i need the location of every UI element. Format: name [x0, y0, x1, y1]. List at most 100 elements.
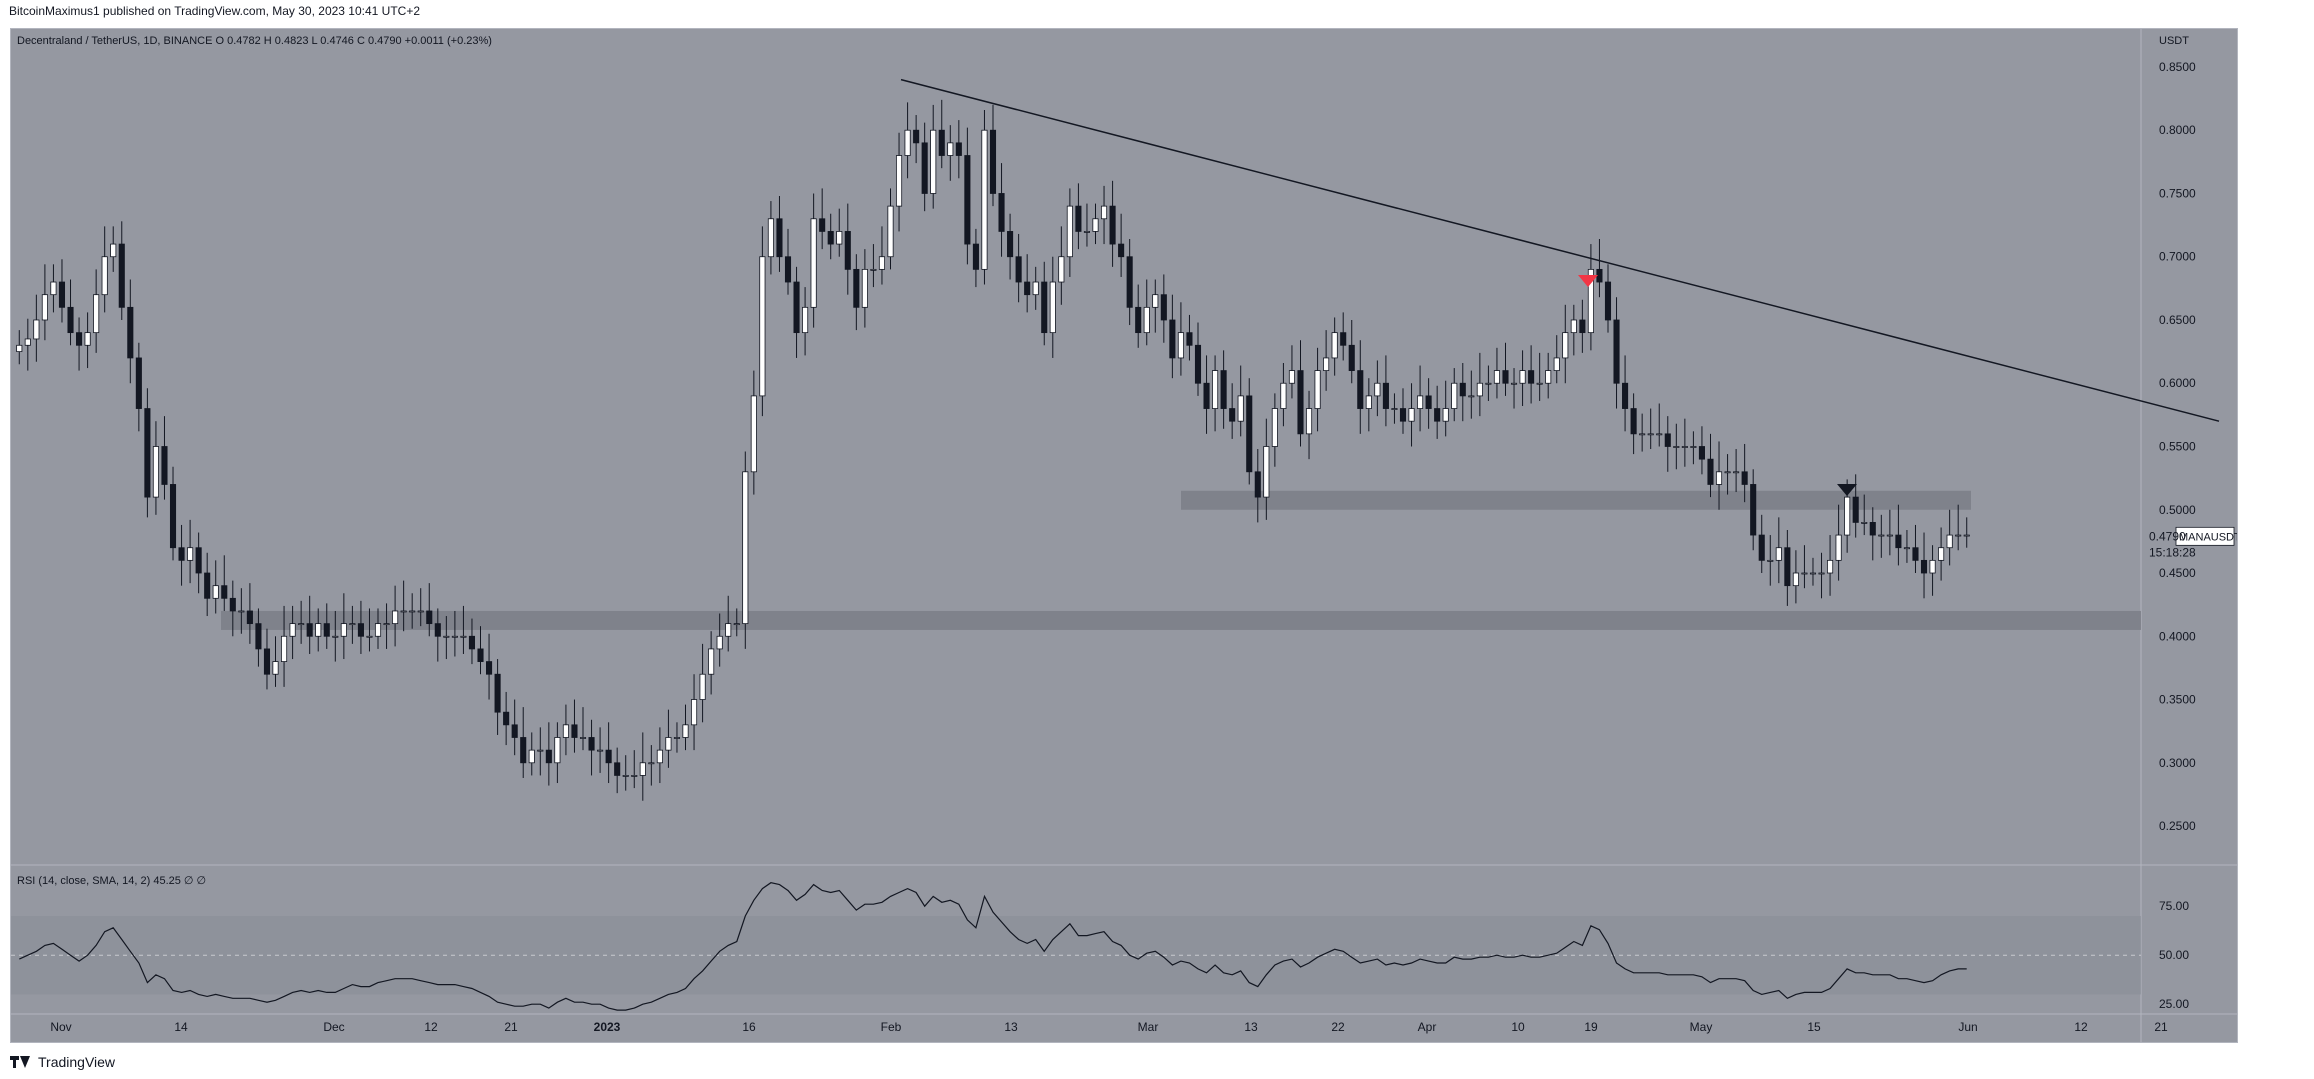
chart-frame[interactable]: Decentraland / TetherUS, 1D, BINANCE O 0… — [10, 28, 2238, 1043]
candle-bull — [895, 155, 903, 207]
candle-bull — [904, 129, 911, 156]
candle-bull — [1451, 382, 1458, 409]
candle-bear — [1246, 395, 1253, 473]
x-tick-label: 10 — [1511, 1020, 1525, 1034]
candle-bear — [58, 281, 66, 308]
x-tick-label: Dec — [323, 1020, 344, 1034]
candle-bear — [263, 648, 271, 675]
candle-bull — [673, 737, 681, 739]
candle-bull — [340, 623, 347, 637]
y-tick-label: 0.7000 — [2159, 250, 2196, 264]
candle-bull — [562, 724, 569, 738]
candle-bear — [1698, 446, 1705, 460]
price-chart[interactable]: Decentraland / TetherUS, 1D, BINANCE O 0… — [11, 29, 2237, 1042]
y-tick-label: 0.4500 — [2159, 566, 2196, 580]
candle-bear — [169, 484, 177, 549]
candle-bull — [289, 623, 296, 637]
candle-bull — [1562, 332, 1569, 359]
candle-bull — [1271, 408, 1278, 447]
candle-bear — [793, 281, 800, 334]
candle-bull — [417, 610, 424, 613]
candle-bull — [400, 610, 407, 613]
candle-bear — [1758, 534, 1765, 561]
candle-bull — [33, 319, 40, 340]
x-tick-label: 19 — [1584, 1020, 1598, 1034]
candle-bull — [1639, 433, 1646, 436]
candle-bear — [127, 306, 134, 359]
candle-bull — [665, 737, 672, 751]
candle-bull — [1100, 205, 1108, 220]
candle-bull — [1647, 433, 1654, 436]
candle-bull — [315, 623, 322, 637]
candle-bull — [1963, 534, 1970, 537]
candle-bear — [588, 737, 595, 751]
x-tick-label: 15 — [1807, 1020, 1821, 1034]
candle-bear — [1203, 382, 1210, 409]
resistance-trendline — [900, 78, 2220, 422]
candle-bear — [434, 623, 441, 637]
candle-bear — [1784, 547, 1791, 587]
black-triangle-marker — [1837, 484, 1857, 496]
candle-bull — [1485, 382, 1492, 385]
footer: TradingView — [10, 1052, 115, 1072]
candle-bear — [118, 243, 125, 308]
candle-bull — [1442, 408, 1449, 422]
y-tick-label: 0.7500 — [2159, 186, 2196, 200]
candle-bear — [229, 597, 236, 612]
candle-bear — [853, 268, 860, 308]
candle-bull — [374, 623, 382, 637]
candle-bear — [605, 749, 612, 764]
candle-bull — [537, 749, 544, 752]
x-tick-label: 21 — [2154, 1020, 2168, 1034]
candle-bull — [152, 446, 159, 498]
candle-bear — [1664, 433, 1671, 447]
current-price-label: 0.4790 — [2149, 529, 2186, 543]
symbol-tag: MANAUSDT — [2179, 531, 2237, 543]
rsi-tick-label: 50.00 — [2159, 948, 2189, 962]
candle-bear — [1912, 547, 1919, 561]
candle-bear — [1118, 243, 1125, 258]
candle-bear — [486, 661, 493, 675]
candle-bull — [887, 205, 894, 258]
candle-bear — [195, 547, 202, 574]
support-zone — [1181, 490, 1971, 510]
candle-bull — [1886, 534, 1893, 537]
candle-bear — [972, 243, 979, 270]
tradingview-logo-icon — [10, 1056, 32, 1068]
candle-bull — [101, 256, 108, 296]
candle-bear — [503, 711, 510, 726]
candle-bear — [1075, 205, 1082, 232]
candle-bear — [1220, 370, 1227, 409]
candle-bull — [1724, 471, 1731, 474]
candle-bull — [750, 395, 757, 473]
candle-bull — [1032, 281, 1039, 296]
candle-bull — [597, 749, 604, 752]
candle-bull — [810, 218, 817, 308]
candle-bear — [1852, 496, 1859, 523]
candle-bear — [144, 408, 151, 498]
candle-bull — [725, 623, 732, 637]
candle-bear — [477, 648, 484, 662]
x-tick-label: 12 — [424, 1020, 438, 1034]
candle-bull — [759, 256, 766, 397]
candle-bull — [733, 623, 740, 626]
candle-bull — [1323, 357, 1330, 371]
candle-bear — [1434, 408, 1441, 422]
candle-bear — [468, 635, 476, 650]
published-text: BitcoinMaximus1 published on TradingView… — [9, 4, 421, 18]
candle-bear — [1160, 294, 1167, 321]
candle-bull — [1365, 395, 1372, 409]
candle-bear — [221, 585, 228, 599]
candle-bear — [1604, 281, 1612, 321]
candle-bull — [1288, 370, 1295, 384]
candle-bull — [349, 623, 356, 626]
x-tick-label: 16 — [742, 1020, 756, 1034]
candle-bull — [1767, 559, 1774, 562]
candle-bear — [614, 762, 621, 776]
candle-bull — [460, 635, 467, 638]
rsi-tick-label: 25.00 — [2159, 997, 2189, 1011]
candle-bear — [323, 623, 330, 637]
candle-bull — [682, 724, 689, 738]
candle-bear — [1169, 319, 1176, 359]
candle-bull — [298, 623, 305, 626]
